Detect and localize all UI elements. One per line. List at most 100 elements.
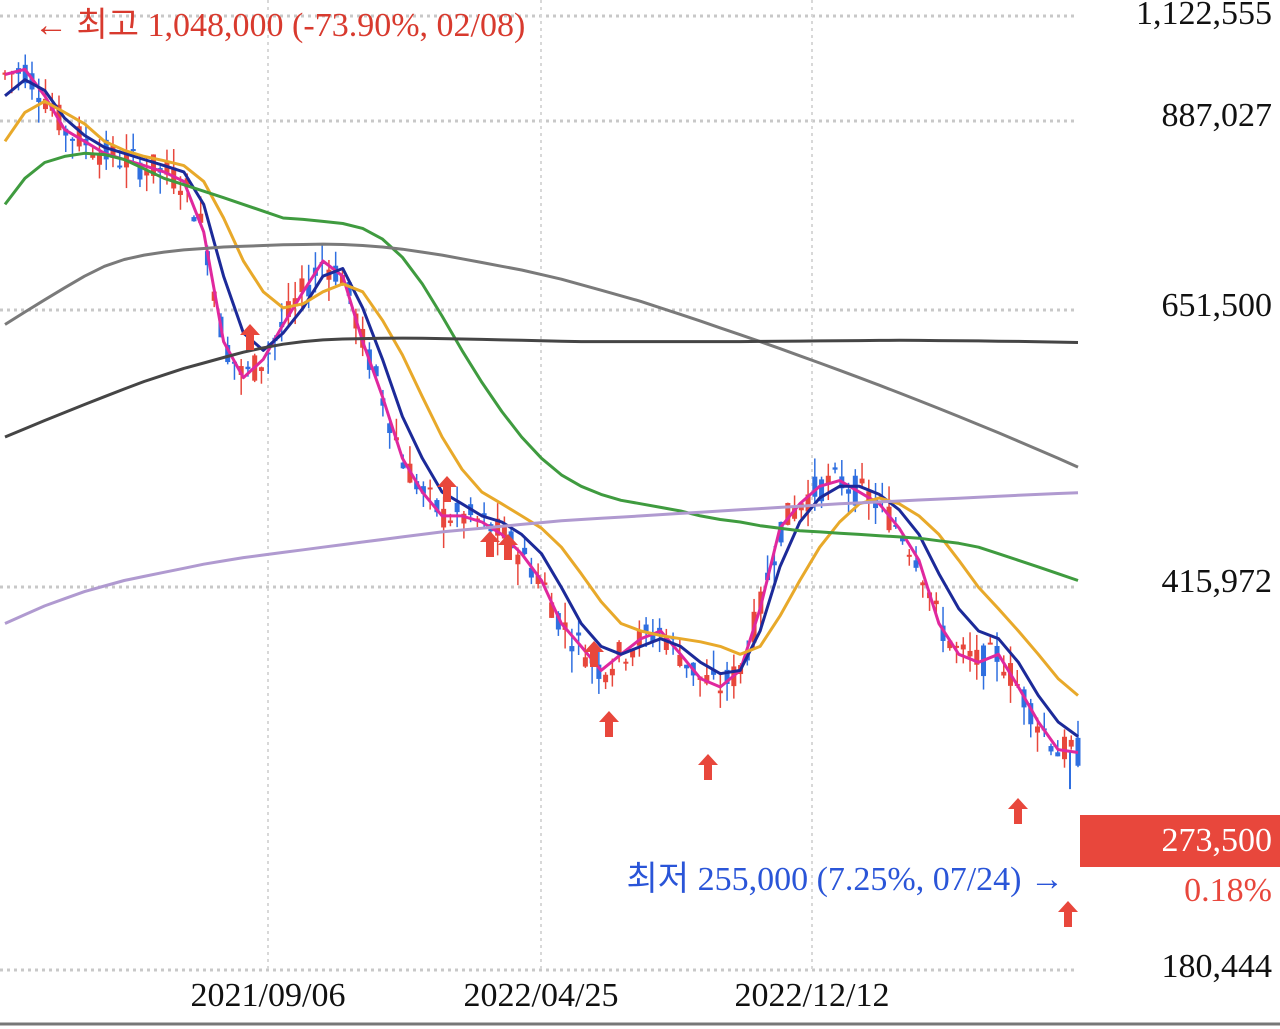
candle-body — [441, 508, 447, 528]
candle-body — [69, 138, 75, 141]
candle-body — [859, 478, 865, 484]
candle-body — [96, 153, 102, 165]
candle-body — [339, 275, 345, 286]
candle-body — [778, 521, 784, 543]
candle-body — [292, 298, 298, 305]
candle-body — [819, 479, 825, 502]
candle-body — [285, 301, 291, 317]
candle-body — [987, 642, 993, 645]
candle-body — [792, 508, 798, 519]
candle-body — [117, 165, 123, 168]
candle-body — [238, 366, 244, 376]
candle-body — [636, 629, 642, 646]
candle-body — [960, 644, 966, 650]
candle-body — [623, 661, 629, 664]
candle-body — [684, 664, 690, 669]
current-price-label: 273,500 — [1162, 822, 1273, 859]
candle-body — [711, 669, 717, 675]
candle-body — [940, 625, 946, 641]
candle-body — [1068, 739, 1074, 747]
candle-body — [900, 537, 906, 542]
candle-body — [846, 489, 852, 494]
candle-body — [974, 649, 980, 665]
ma-line-ma240 — [4, 336, 1079, 439]
current-price-box — [1080, 815, 1280, 867]
candle-body — [616, 642, 622, 655]
buy-arrow-icon — [698, 754, 718, 780]
candle-body — [1035, 726, 1041, 733]
buy-arrow-icon — [584, 641, 604, 667]
candle-body — [630, 650, 636, 658]
candle-body — [724, 669, 730, 684]
candle-body — [1028, 703, 1034, 725]
candle-body — [427, 487, 433, 490]
candle-body — [542, 582, 548, 585]
candle-body — [144, 169, 150, 176]
candle-body — [576, 632, 582, 636]
candle-body — [569, 646, 575, 652]
candle-body — [150, 154, 156, 176]
candle-body — [886, 506, 892, 531]
candle-body — [663, 637, 669, 650]
buy-arrow-icon — [1058, 901, 1078, 927]
candle-body — [42, 98, 48, 110]
y-tick-label: 180,444 — [1162, 948, 1273, 985]
candle-body — [609, 668, 615, 676]
candle-body — [933, 600, 939, 605]
candle-body — [164, 161, 170, 175]
candle-body — [346, 282, 352, 296]
candle-body — [582, 657, 588, 667]
candle-body — [812, 476, 818, 497]
candle-body — [258, 367, 264, 371]
x-tick-label: 2022/04/25 — [464, 977, 619, 1014]
moving-average-lines — [3, 67, 1079, 754]
candle-body — [913, 560, 919, 568]
candle-body — [643, 624, 649, 632]
candle-body — [906, 554, 912, 557]
candle-body — [420, 486, 426, 494]
candle-body — [771, 561, 777, 566]
ma-line-ma60 — [3, 151, 1079, 582]
candle-body — [704, 675, 710, 684]
candle-body — [805, 494, 811, 512]
high-annotation: ← 최고 1,048,000 (-73.90%, 02/08) — [34, 7, 525, 44]
x-axis-labels: 2021/09/06 2022/04/25 2022/12/12 — [191, 977, 890, 1014]
candle-body — [555, 613, 561, 630]
ma-line-ma120 — [4, 242, 1079, 469]
buy-signal-arrows — [240, 324, 1078, 927]
candle-body — [603, 674, 609, 683]
low-annotation: 최저 255,000 (7.25%, 07/24) → — [627, 861, 1064, 898]
candle-body — [137, 162, 143, 180]
candle-body — [177, 190, 183, 195]
candle-body — [103, 139, 109, 160]
candle-body — [873, 499, 879, 509]
ma-line-ma10 — [4, 78, 1079, 738]
candle-body — [225, 345, 231, 363]
candle-body — [434, 500, 440, 513]
candle-body — [198, 213, 204, 223]
x-tick-label: 2021/09/06 — [191, 977, 346, 1014]
candle-body — [596, 664, 602, 679]
candle-body — [920, 582, 926, 586]
candle-body — [29, 73, 35, 90]
buy-arrow-icon — [498, 534, 518, 560]
buy-arrow-icon — [240, 324, 260, 350]
candle-body — [90, 155, 96, 158]
candle-body — [947, 640, 953, 649]
candle-body — [110, 145, 116, 158]
candle-body — [36, 97, 42, 102]
buy-arrow-icon — [480, 531, 500, 557]
buy-arrow-icon — [437, 476, 457, 502]
candle-body — [522, 547, 528, 555]
candle-body — [461, 513, 467, 524]
candle-body — [481, 513, 487, 516]
candle-body — [22, 64, 28, 84]
candle-body — [549, 602, 555, 618]
candle-body — [63, 128, 69, 136]
current-change-label: 0.18% — [1184, 872, 1272, 909]
candle-body — [400, 462, 406, 469]
y-tick-label: 1,122,555 — [1136, 0, 1272, 32]
candle-body — [333, 265, 339, 282]
candle-body — [832, 467, 838, 470]
